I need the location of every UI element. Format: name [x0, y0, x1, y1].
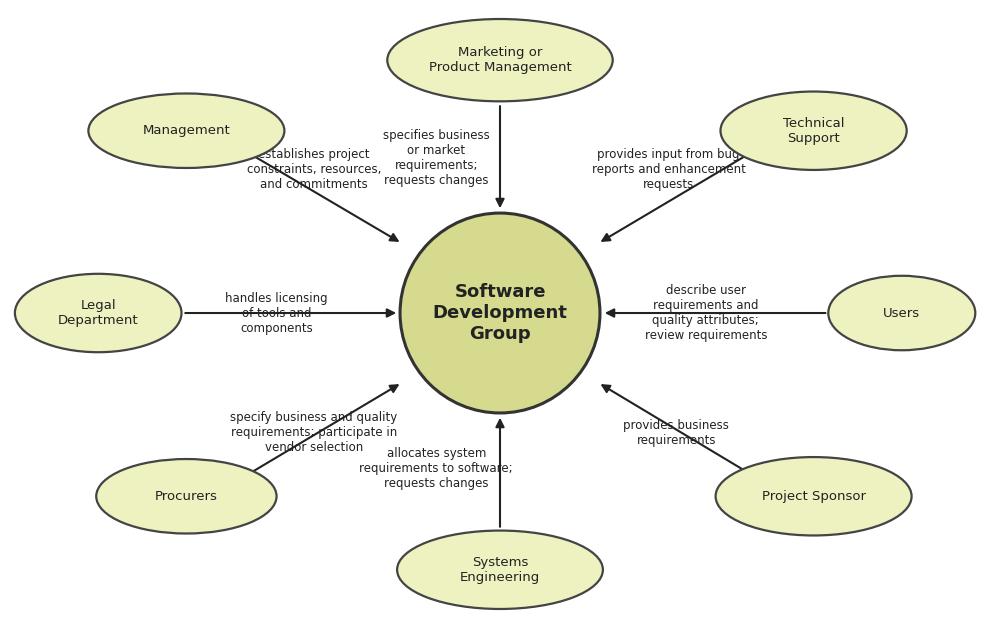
Text: specify business and quality
requirements; participate in
vendor selection: specify business and quality requirement… — [230, 411, 397, 454]
Ellipse shape — [720, 92, 907, 170]
Text: provides business
requirements: provides business requirements — [623, 419, 729, 446]
Text: Procurers: Procurers — [155, 490, 218, 503]
Ellipse shape — [96, 459, 277, 534]
Text: allocates system
requirements to software;
requests changes: allocates system requirements to softwar… — [359, 447, 513, 490]
Ellipse shape — [88, 93, 284, 168]
Text: Users: Users — [883, 307, 920, 320]
Text: provides input from bug
reports and enhancement
requests: provides input from bug reports and enha… — [592, 149, 745, 191]
Text: Systems
Engineering: Systems Engineering — [460, 556, 540, 584]
Ellipse shape — [15, 274, 182, 352]
Ellipse shape — [716, 457, 912, 535]
Text: Software
Development
Group: Software Development Group — [433, 283, 567, 343]
Text: Technical
Support: Technical Support — [783, 117, 844, 145]
Ellipse shape — [400, 213, 600, 413]
Text: Management: Management — [143, 124, 230, 137]
Ellipse shape — [397, 530, 603, 609]
Text: establishes project
constraints, resources,
and commitments: establishes project constraints, resourc… — [247, 149, 381, 191]
Text: Project Sponsor: Project Sponsor — [762, 490, 866, 503]
Ellipse shape — [387, 19, 613, 102]
Ellipse shape — [828, 276, 975, 350]
Text: describe user
requirements and
quality attributes;
review requirements: describe user requirements and quality a… — [645, 284, 767, 342]
Text: handles licensing
of tools and
components: handles licensing of tools and component… — [225, 292, 328, 335]
Text: Marketing or
Product Management: Marketing or Product Management — [429, 46, 571, 74]
Text: specifies business
or market
requirements;
requests changes: specifies business or market requirement… — [383, 129, 490, 187]
Text: Legal
Department: Legal Department — [58, 299, 139, 327]
